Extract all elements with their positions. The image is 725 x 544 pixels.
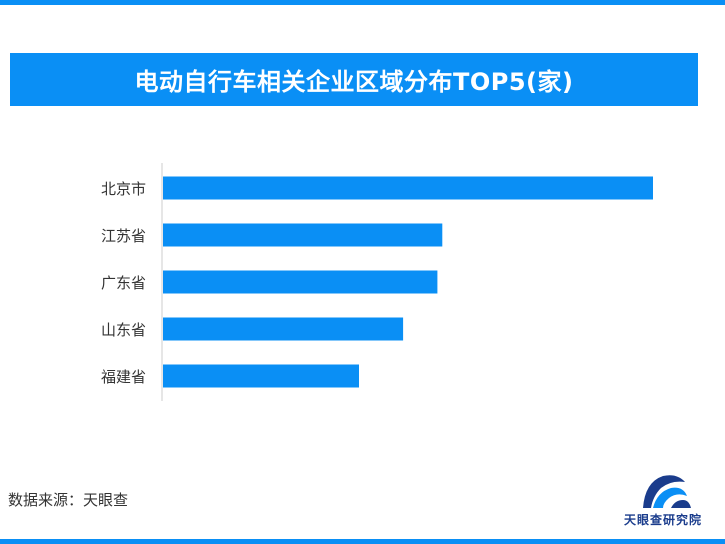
bar-0 [163,176,653,200]
bar-2 [163,270,438,294]
category-label-2: 广东省 [101,274,146,292]
category-label-0: 北京市 [101,180,146,198]
category-label-3: 山东省 [101,321,146,339]
bar-1 [163,223,443,247]
bars-group [163,176,653,388]
bottom-accent-bar [0,539,725,544]
tianyancha-logo: 天眼查研究院 [613,468,713,530]
bar-3 [163,317,404,341]
chart-title: 电动自行车相关企业区域分布TOP5(家) [10,53,698,106]
top-accent-bar [0,0,725,5]
logo-emblem-icon [643,475,691,508]
data-source-note: 数据来源：天眼查 [8,491,129,509]
category-label-4: 福建省 [101,368,146,386]
category-label-1: 江苏省 [101,227,146,245]
logo-text: 天眼查研究院 [623,513,702,527]
bar-4 [163,364,359,388]
